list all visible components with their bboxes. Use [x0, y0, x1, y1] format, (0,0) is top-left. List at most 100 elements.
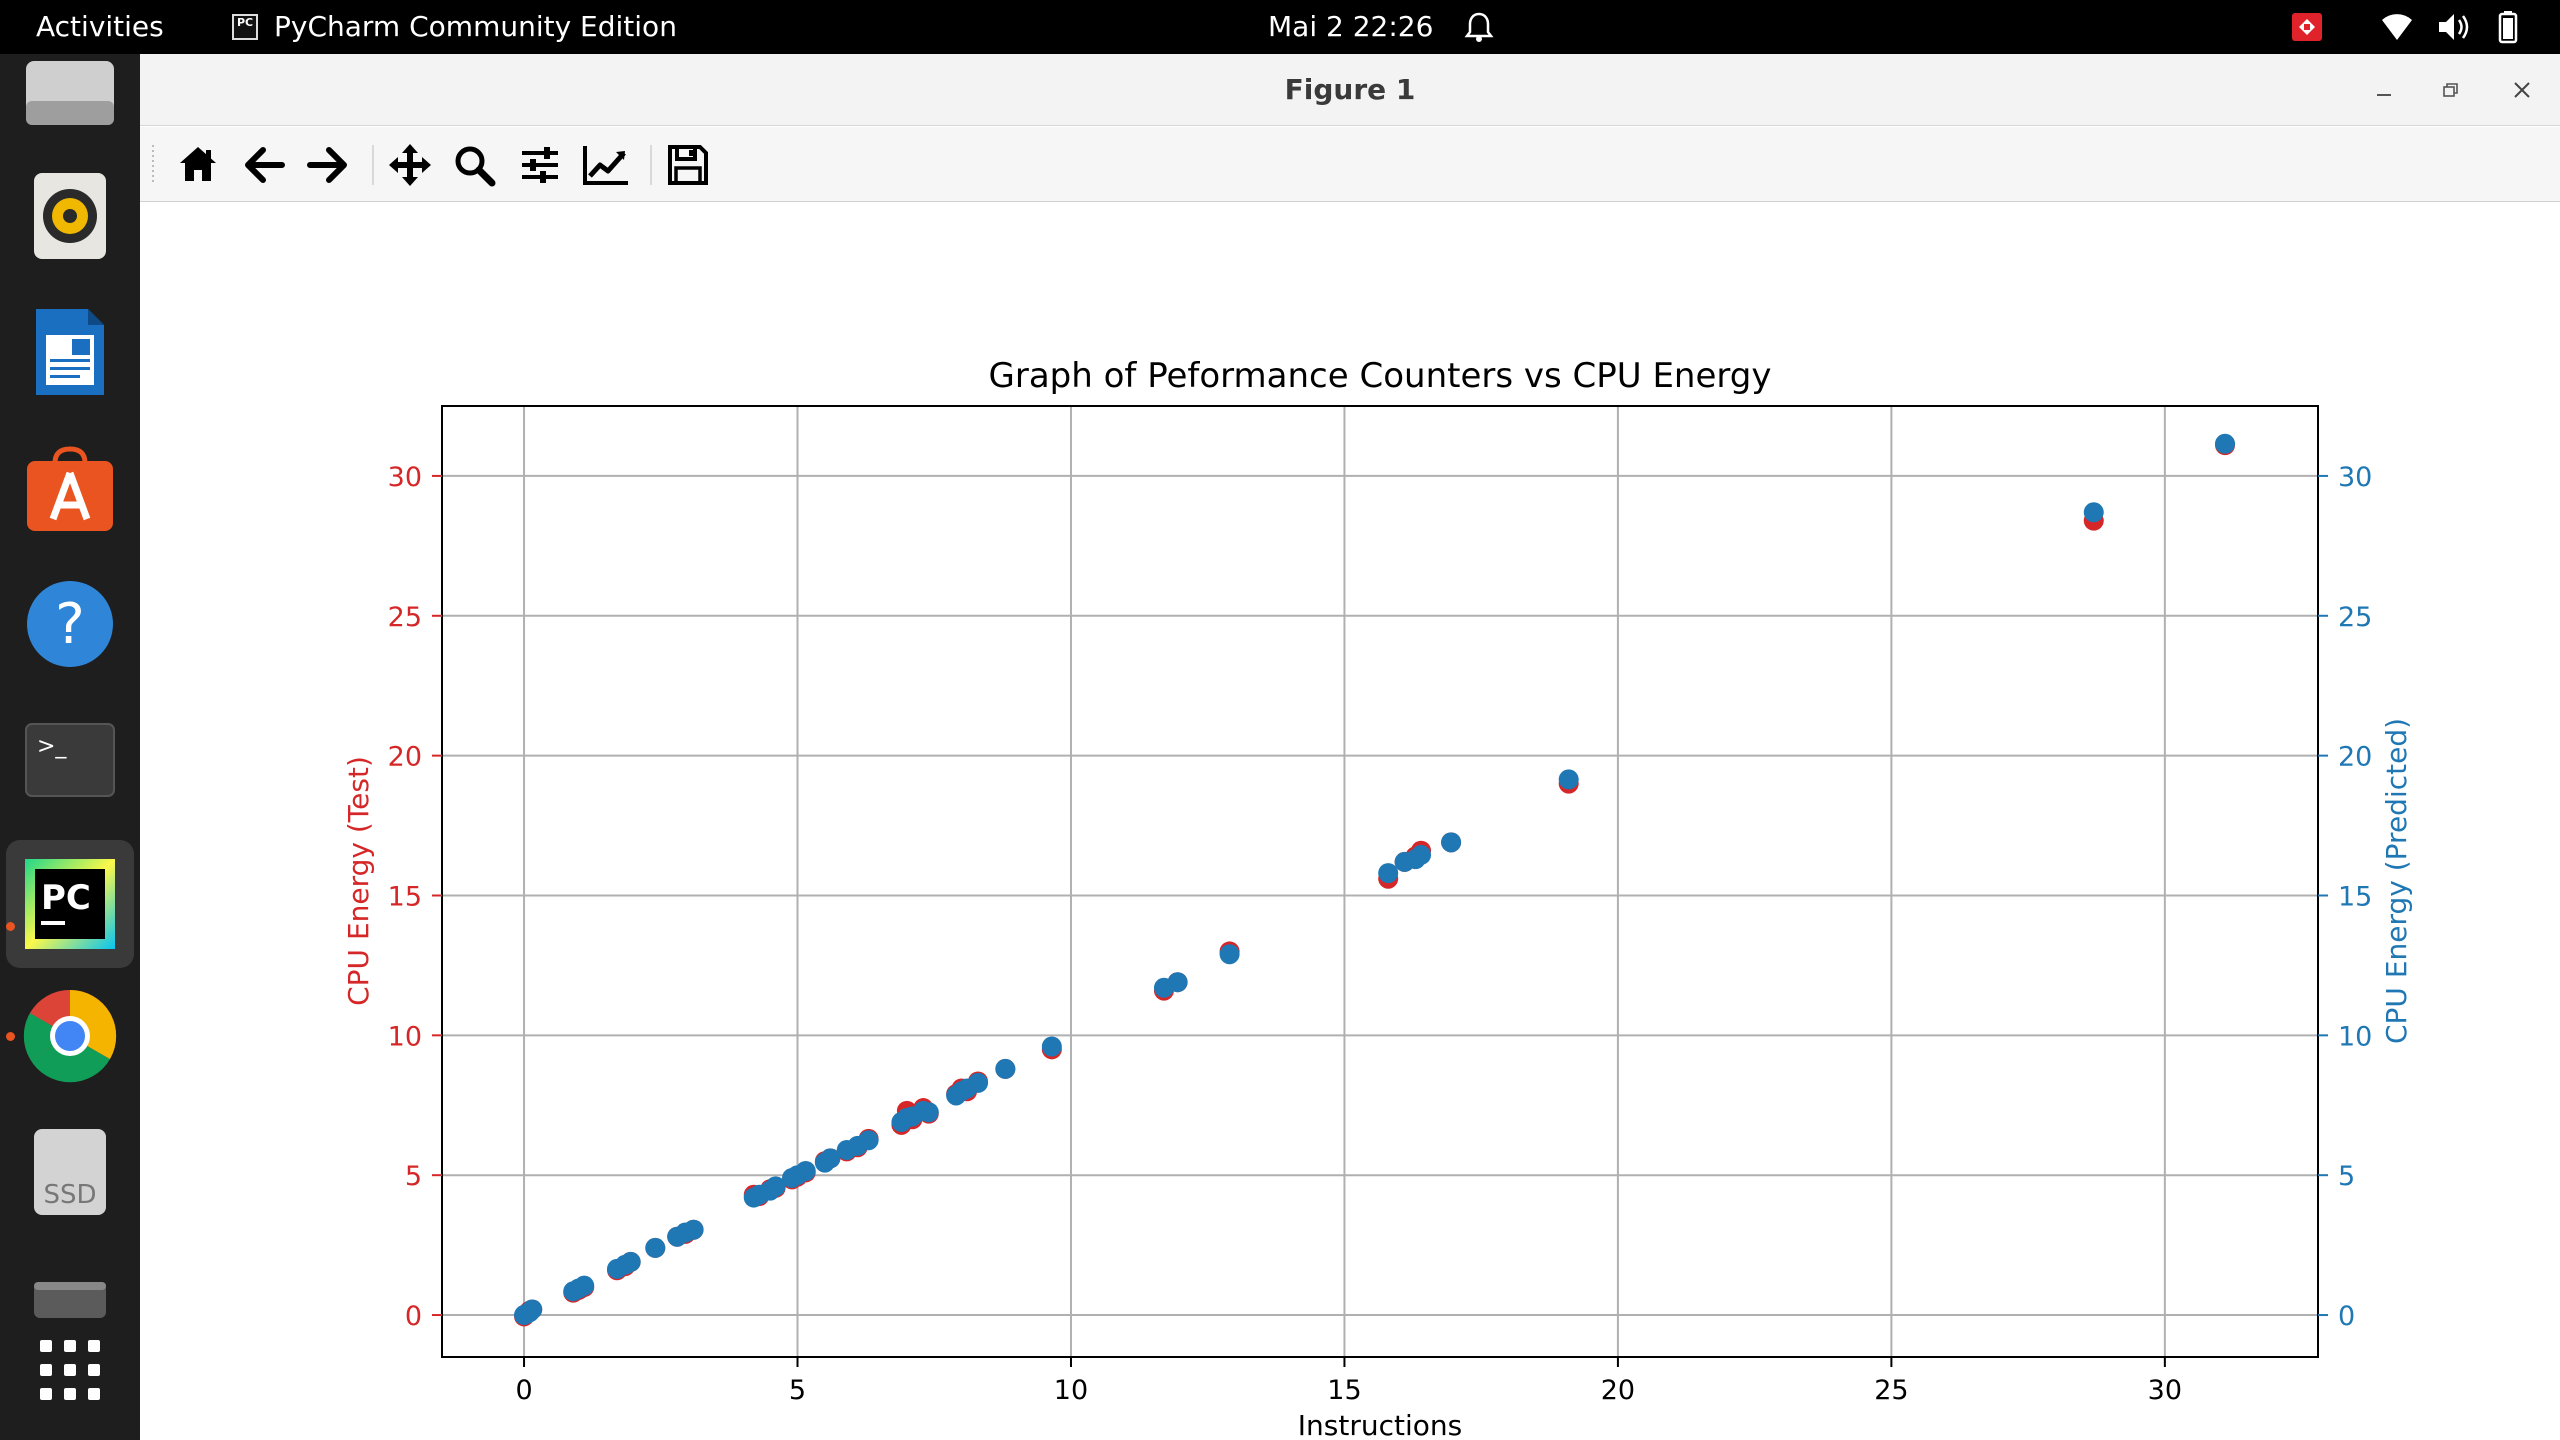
file-manager-icon	[26, 61, 114, 125]
help-icon-glyph: ?	[55, 592, 85, 657]
pycharm-icon: PC	[25, 859, 115, 949]
y-axis-label-right: CPU Energy (Predicted)	[2380, 718, 2413, 1044]
y-ticks-right: 0 5 10 15 20 25 30	[2318, 462, 2372, 1332]
maximize-button[interactable]	[2432, 72, 2468, 108]
x-axis-label: Instructions	[1298, 1409, 1462, 1440]
y-tick-label-right: 5	[2338, 1161, 2355, 1192]
dock-help[interactable]: ?	[22, 576, 118, 672]
app-grid-icon	[40, 1340, 100, 1400]
edit-axis-button[interactable]	[582, 141, 630, 189]
x-tick-label: 20	[1601, 1375, 1635, 1406]
x-tick-label: 0	[515, 1375, 532, 1406]
predicted-point	[820, 1148, 841, 1169]
series-predicted	[514, 433, 2236, 1326]
dock-writer[interactable]	[22, 304, 118, 400]
predicted-point	[645, 1237, 666, 1258]
predicted-point	[858, 1130, 879, 1151]
predicted-point	[1441, 832, 1462, 853]
remote-desktop-icon[interactable]	[2290, 0, 2324, 54]
top-bar: Activities PC PyCharm Community Edition …	[0, 0, 2560, 54]
plot-frame	[441, 405, 2319, 1358]
y-tick-label-left: 15	[388, 881, 422, 912]
toolbar-grip	[152, 145, 154, 185]
app-menu-label[interactable]: PyCharm Community Edition	[274, 10, 677, 43]
y-tick-label-left: 10	[388, 1021, 422, 1052]
app-menu-icon[interactable]: PC	[232, 14, 258, 40]
battery-icon[interactable]	[2496, 0, 2520, 54]
dock-rhythmbox[interactable]	[22, 168, 118, 264]
back-button[interactable]	[240, 141, 288, 189]
chrome-icon	[23, 989, 117, 1083]
pan-button[interactable]	[386, 141, 434, 189]
predicted-point	[795, 1160, 816, 1181]
home-icon	[180, 147, 216, 181]
dock-pycharm[interactable]: PC	[6, 840, 134, 968]
software-store-icon	[27, 446, 113, 531]
wifi-icon[interactable]	[2380, 0, 2414, 54]
dock-files[interactable]	[22, 48, 118, 144]
running-indicator	[6, 922, 15, 931]
chart-title: Graph of Peformance Counters vs CPU Ener…	[989, 356, 1772, 396]
x-tick-label: 15	[1327, 1375, 1361, 1406]
save-button[interactable]	[664, 141, 712, 189]
y-tick-label-left: 30	[388, 462, 422, 493]
dock-ssd[interactable]: SSD	[22, 1124, 118, 1220]
drive-icon: SSD	[34, 1129, 106, 1215]
help-icon: ?	[27, 581, 113, 667]
volume-icon[interactable]	[2436, 0, 2474, 54]
arrow-left-icon	[245, 147, 285, 183]
y-tick-label-right: 20	[2338, 742, 2372, 773]
predicted-point	[765, 1176, 786, 1197]
window-titlebar[interactable]: Figure 1	[140, 54, 2560, 126]
figure-canvas[interactable]: 0 5 10 15 20 25 30 0 5 10 15 20 25 30 0 5 10 15 20 25 30 G…	[140, 203, 2560, 1440]
line-chart-icon	[583, 146, 628, 185]
document-icon	[36, 309, 104, 395]
activities-button[interactable]: Activities	[36, 10, 164, 43]
minimize-button[interactable]	[2366, 72, 2402, 108]
x-tick-label: 10	[1054, 1375, 1088, 1406]
predicted-point	[2083, 502, 2104, 523]
window-title: Figure 1	[1284, 73, 1416, 106]
pycharm-icon-glyph: PC	[41, 878, 91, 918]
configure-subplots-button[interactable]	[516, 141, 564, 189]
dock-software[interactable]	[22, 440, 118, 536]
predicted-point	[1378, 863, 1399, 884]
predicted-point	[620, 1251, 641, 1272]
magnifier-icon	[455, 146, 496, 187]
predicted-point	[1219, 944, 1240, 965]
dock-chrome[interactable]	[22, 988, 118, 1084]
y-ticks-left: 0 5 10 15 20 25 30	[388, 462, 442, 1332]
arrow-right-icon	[307, 147, 347, 183]
close-icon	[2514, 82, 2530, 98]
close-button[interactable]	[2504, 72, 2540, 108]
notification-bell-icon[interactable]	[1462, 0, 1496, 54]
y-tick-label-right: 25	[2338, 602, 2372, 633]
predicted-point	[918, 1102, 939, 1123]
scatter-chart[interactable]: 0 5 10 15 20 25 30 0 5 10 15 20 25 30 0 5 10 15 20 25 30 G…	[140, 203, 2560, 1440]
predicted-point	[574, 1275, 595, 1296]
sliders-icon	[522, 147, 558, 183]
home-button[interactable]	[174, 141, 222, 189]
toolbar-separator	[650, 145, 652, 185]
zoom-button[interactable]	[450, 141, 498, 189]
clock[interactable]: Mai 2 22:26	[1268, 10, 1434, 43]
grid	[442, 406, 2318, 1357]
matplotlib-toolbar	[140, 127, 2560, 202]
y-tick-label-right: 0	[2338, 1301, 2355, 1332]
restore-icon	[2443, 83, 2458, 97]
y-axis-label-left: CPU Energy (Test)	[342, 756, 375, 1006]
figure-window: Figure 1	[140, 54, 2560, 1440]
trash-icon	[34, 1282, 106, 1318]
show-apps-button[interactable]	[22, 1322, 118, 1418]
toolbar-separator	[372, 145, 374, 185]
predicted-point	[2215, 433, 2236, 454]
forward-button[interactable]	[304, 141, 352, 189]
predicted-point	[995, 1058, 1016, 1079]
app-menu-icon-label: PC	[237, 16, 254, 29]
x-tick-label: 25	[1874, 1375, 1908, 1406]
y-tick-label-left: 25	[388, 602, 422, 633]
dock-trash[interactable]	[22, 1250, 118, 1346]
move-icon	[389, 144, 431, 186]
speaker-icon	[34, 173, 106, 259]
dock-terminal[interactable]: >_	[22, 712, 118, 808]
